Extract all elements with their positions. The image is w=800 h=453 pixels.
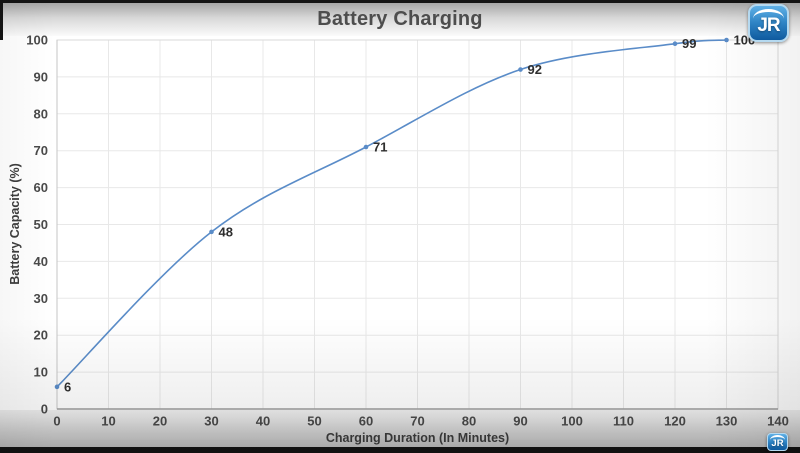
x-tick-label: 100: [561, 414, 583, 429]
data-point: [209, 229, 214, 235]
data-point-label: 92: [528, 62, 542, 77]
x-tick-label: 130: [716, 414, 738, 429]
jr-logo-arc-icon: [753, 9, 784, 28]
data-point: [363, 144, 369, 150]
x-tick-label: 80: [462, 414, 476, 429]
data-point-label: 71: [373, 140, 387, 155]
axis-footer-band: [0, 410, 800, 447]
x-tick-label: 60: [359, 414, 373, 429]
x-tick-label: 0: [53, 414, 60, 429]
data-point: [724, 37, 729, 43]
bottom-letterbox: [0, 447, 800, 453]
x-tick-label: 10: [101, 414, 115, 429]
y-tick-label: 100: [26, 33, 48, 48]
y-tick-label: 60: [34, 180, 48, 195]
y-tick-label: 70: [34, 143, 48, 158]
x-tick-label: 40: [256, 414, 270, 429]
y-tick-label: 30: [34, 291, 48, 306]
x-tick-label: 110: [613, 414, 634, 429]
y-tick-label: 50: [34, 217, 48, 232]
y-tick-label: 0: [41, 402, 48, 417]
x-tick-label: 50: [307, 414, 321, 429]
jr-logo-watermark-bottom: JR: [767, 433, 788, 451]
x-tick-label: 30: [204, 414, 218, 429]
y-tick-label: 20: [34, 328, 48, 343]
chart-header: Battery Charging: [0, 3, 800, 36]
series-line: [56, 39, 728, 388]
y-axis-title: Battery Capacity (%): [8, 163, 22, 285]
x-tick-label: 120: [664, 414, 686, 429]
data-point: [672, 41, 678, 46]
x-tick-label: 70: [410, 414, 424, 429]
data-point-label: 99: [682, 36, 696, 51]
data-point-label: 6: [64, 379, 71, 394]
x-tick-label: 20: [153, 414, 167, 429]
data-point: [54, 384, 60, 390]
y-tick-label: 10: [34, 365, 48, 380]
top-letterbox: [0, 0, 800, 3]
y-tick-label: 40: [34, 254, 48, 269]
data-point-label: 48: [219, 224, 233, 239]
left-letterbox-edge: [0, 0, 3, 40]
jr-logo-arc-icon: [770, 435, 785, 445]
jr-logo-watermark-top: JR: [748, 4, 789, 42]
data-point: [518, 67, 523, 72]
x-tick-label: 90: [513, 414, 527, 429]
chart-title: Battery Charging: [317, 8, 483, 30]
x-tick-label: 140: [767, 414, 789, 429]
x-axis-title: Charging Duration (In Minutes): [325, 431, 510, 445]
y-tick-label: 80: [34, 106, 48, 121]
y-tick-label: 90: [34, 69, 48, 84]
